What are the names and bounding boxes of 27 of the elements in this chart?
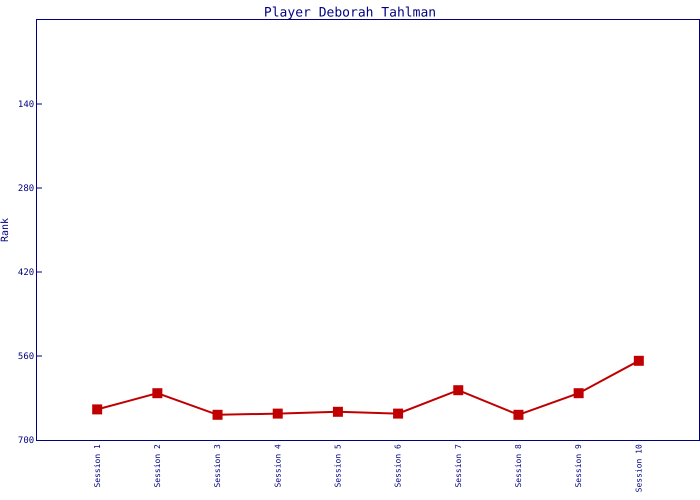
chart-title: Player Deborah Tahlman (264, 6, 436, 21)
point (152, 388, 162, 398)
x-tick-label: Session 2 (152, 444, 162, 488)
x-tick-label: Session 9 (574, 444, 584, 488)
point (634, 356, 644, 366)
y-tick-label: 700 (18, 436, 34, 446)
x-tick-label: Session 8 (514, 444, 524, 488)
point (332, 406, 343, 417)
point (574, 388, 584, 398)
y-tick-label: 140 (18, 100, 34, 110)
x-tick-label: Session 10 (634, 444, 644, 492)
point (92, 404, 102, 414)
x-tick-label: Session 1 (92, 444, 102, 488)
x-tick-label: Session 5 (334, 444, 343, 488)
x-tick-label: Session 4 (273, 444, 282, 488)
point (212, 410, 223, 420)
y-tick-label: 560 (18, 352, 34, 362)
x-tick-label: Session 6 (394, 444, 403, 488)
point (272, 408, 283, 419)
y-tick-label: 280 (18, 184, 34, 194)
point (393, 408, 404, 419)
x-tick-label: Session 3 (213, 444, 222, 488)
point (453, 385, 464, 396)
y-axis-title: Rank (0, 218, 11, 242)
x-tick-label: Session 7 (454, 444, 463, 488)
point (513, 410, 524, 420)
y-tick-label: 420 (18, 268, 34, 278)
